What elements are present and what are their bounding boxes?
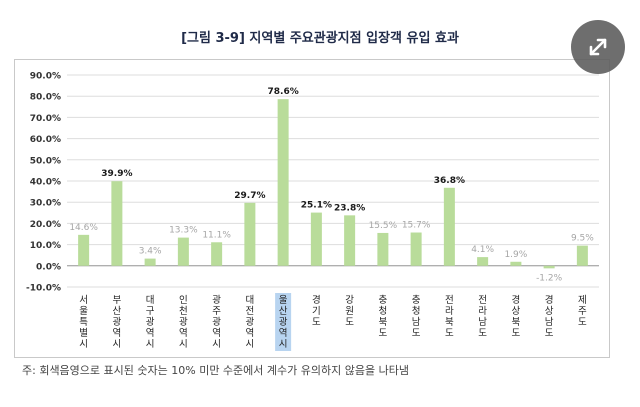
bar — [377, 232, 389, 266]
bar — [277, 99, 289, 266]
y-tick-label: 70.0% — [30, 114, 61, 124]
footnote: 주: 회색음영으로 표시된 숫자는 10% 미만 수준에서 계수가 유의하지 않… — [22, 364, 409, 377]
bar — [543, 265, 555, 269]
data-label: 4.1% — [471, 245, 494, 255]
data-label: 3.4% — [139, 247, 162, 257]
data-label: -1.2% — [536, 273, 563, 283]
y-tick-label: 60.0% — [30, 135, 61, 145]
expand-button[interactable] — [571, 20, 625, 74]
bar — [211, 242, 223, 266]
y-tick-label: 80.0% — [30, 93, 61, 103]
data-label: 1.9% — [504, 250, 527, 260]
y-tick-label: 90.0% — [30, 72, 61, 82]
y-tick-label: 50.0% — [30, 156, 61, 166]
data-label: 78.6% — [268, 87, 299, 97]
chart-frame: -10.0% 0.0% 10.0% 20.0% 30.0% 40.0% 50.0% 60.0%… — [14, 59, 610, 358]
bar — [244, 202, 256, 266]
data-label: 39.9% — [101, 169, 132, 179]
bar — [510, 261, 522, 266]
data-label: 25.1% — [301, 201, 332, 211]
data-label: 13.3% — [169, 226, 198, 236]
data-label: 23.8% — [334, 203, 365, 213]
data-label: 29.7% — [234, 191, 265, 201]
bar — [443, 187, 455, 266]
expand-arrows-icon — [589, 38, 607, 56]
bar-chart: -10.0% 0.0% 10.0% 20.0% 30.0% 40.0% 50.0% 60.0%… — [26, 72, 599, 351]
data-label: 14.6% — [69, 223, 98, 233]
y-tick-label: 30.0% — [30, 199, 61, 209]
bar — [144, 258, 156, 266]
bar — [410, 232, 422, 266]
figure-title: [그림 3-9] 지역별 주요관광지점 입장객 유입 효과 — [181, 31, 459, 46]
y-tick-label: 20.0% — [30, 220, 61, 230]
bar — [78, 234, 90, 266]
bar — [344, 215, 356, 266]
data-label: 9.5% — [571, 234, 594, 244]
category-highlight — [275, 293, 292, 351]
y-tick-label: 0.0% — [36, 262, 61, 272]
data-label: 11.1% — [202, 230, 231, 240]
bar — [177, 237, 189, 266]
data-label: 15.5% — [369, 221, 398, 231]
data-label: 36.8% — [434, 176, 465, 186]
y-tick-label: 10.0% — [30, 241, 61, 251]
data-label: 15.7% — [402, 221, 431, 231]
y-tick-label: 40.0% — [30, 178, 61, 188]
bar — [310, 212, 322, 266]
bar — [111, 181, 123, 266]
y-tick-label: -10.0% — [26, 284, 61, 294]
bar — [576, 245, 588, 266]
bar — [477, 257, 489, 266]
